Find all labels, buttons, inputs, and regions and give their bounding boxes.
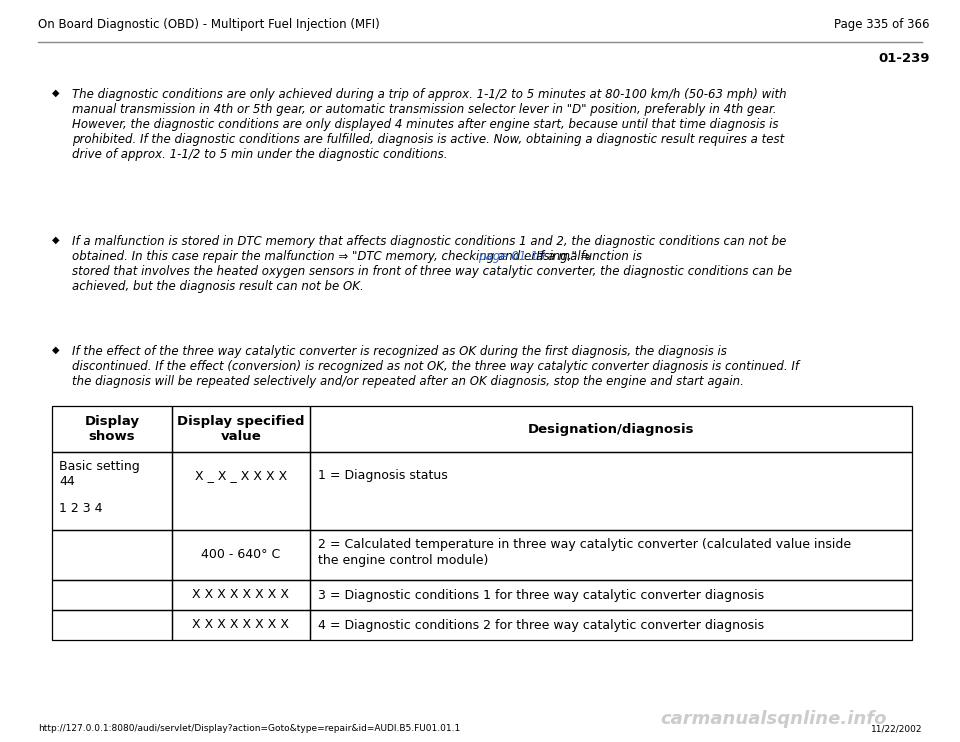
Bar bbox=[310, 580, 912, 610]
Text: If a malfunction is stored in DTC memory that affects diagnostic conditions 1 an: If a malfunction is stored in DTC memory… bbox=[72, 235, 786, 248]
Text: manual transmission in 4th or 5th gear, or automatic transmission selector lever: manual transmission in 4th or 5th gear, … bbox=[72, 103, 777, 116]
Text: page 01-13: page 01-13 bbox=[478, 250, 545, 263]
Text: Basic setting: Basic setting bbox=[59, 460, 140, 473]
Text: . If a malfunction is: . If a malfunction is bbox=[525, 250, 642, 263]
Text: If the effect of the three way catalytic converter is recognized as OK during th: If the effect of the three way catalytic… bbox=[72, 345, 727, 358]
Text: achieved, but the diagnosis result can not be OK.: achieved, but the diagnosis result can n… bbox=[72, 280, 364, 293]
Text: http://127.0.0.1:8080/audi/servlet/Display?action=Goto&type=repair&id=AUDI.B5.FU: http://127.0.0.1:8080/audi/servlet/Displ… bbox=[38, 724, 460, 733]
Text: 1 2 3 4: 1 2 3 4 bbox=[59, 502, 103, 515]
Bar bbox=[172, 580, 310, 610]
Bar bbox=[52, 452, 172, 530]
Bar bbox=[52, 406, 172, 452]
Bar bbox=[310, 406, 912, 452]
Text: drive of approx. 1-1/2 to 5 min under the diagnostic conditions.: drive of approx. 1-1/2 to 5 min under th… bbox=[72, 148, 447, 161]
Text: Display
shows: Display shows bbox=[84, 415, 139, 444]
Bar bbox=[172, 530, 310, 580]
Text: Display specified
value: Display specified value bbox=[178, 415, 304, 444]
Bar bbox=[310, 610, 912, 640]
Text: Page 335 of 366: Page 335 of 366 bbox=[834, 18, 930, 31]
Bar bbox=[172, 610, 310, 640]
Text: 1 = Diagnosis status: 1 = Diagnosis status bbox=[318, 469, 447, 482]
Bar bbox=[172, 452, 310, 530]
Text: carmanualsqnline.info: carmanualsqnline.info bbox=[660, 710, 886, 728]
Bar bbox=[172, 406, 310, 452]
Text: The diagnostic conditions are only achieved during a trip of approx. 1-1/2 to 5 : The diagnostic conditions are only achie… bbox=[72, 88, 786, 101]
Bar bbox=[52, 530, 172, 580]
Bar bbox=[310, 530, 912, 580]
Text: 01-239: 01-239 bbox=[878, 52, 930, 65]
Text: X X X X X X X X: X X X X X X X X bbox=[193, 588, 290, 602]
Text: However, the diagnostic conditions are only displayed 4 minutes after engine sta: However, the diagnostic conditions are o… bbox=[72, 118, 779, 131]
Text: the engine control module): the engine control module) bbox=[318, 554, 489, 567]
Text: ◆: ◆ bbox=[52, 345, 60, 355]
Bar bbox=[52, 580, 172, 610]
Text: stored that involves the heated oxygen sensors in front of three way catalytic c: stored that involves the heated oxygen s… bbox=[72, 265, 792, 278]
Text: 44: 44 bbox=[59, 475, 75, 488]
Text: 400 - 640° C: 400 - 640° C bbox=[202, 548, 280, 562]
Text: On Board Diagnostic (OBD) - Multiport Fuel Injection (MFI): On Board Diagnostic (OBD) - Multiport Fu… bbox=[38, 18, 380, 31]
Text: discontinued. If the effect (conversion) is recognized as not OK, the three way : discontinued. If the effect (conversion)… bbox=[72, 360, 799, 373]
Text: obtained. In this case repair the malfunction ⇒ "DTC memory, checking and erasin: obtained. In this case repair the malfun… bbox=[72, 250, 594, 263]
Text: ◆: ◆ bbox=[52, 88, 60, 98]
Text: X X X X X X X X: X X X X X X X X bbox=[193, 619, 290, 631]
Text: Designation/diagnosis: Designation/diagnosis bbox=[528, 422, 694, 436]
Text: X _ X _ X X X X: X _ X _ X X X X bbox=[195, 469, 287, 482]
Text: prohibited. If the diagnostic conditions are fulfilled, diagnosis is active. Now: prohibited. If the diagnostic conditions… bbox=[72, 133, 784, 146]
Bar bbox=[310, 452, 912, 530]
Text: 2 = Calculated temperature in three way catalytic converter (calculated value in: 2 = Calculated temperature in three way … bbox=[318, 538, 852, 551]
Text: 4 = Diagnostic conditions 2 for three way catalytic converter diagnosis: 4 = Diagnostic conditions 2 for three wa… bbox=[318, 619, 764, 631]
Bar bbox=[52, 610, 172, 640]
Text: 3 = Diagnostic conditions 1 for three way catalytic converter diagnosis: 3 = Diagnostic conditions 1 for three wa… bbox=[318, 588, 764, 602]
Text: the diagnosis will be repeated selectively and/or repeated after an OK diagnosis: the diagnosis will be repeated selective… bbox=[72, 375, 744, 388]
Text: ◆: ◆ bbox=[52, 235, 60, 245]
Text: 11/22/2002: 11/22/2002 bbox=[871, 724, 922, 733]
